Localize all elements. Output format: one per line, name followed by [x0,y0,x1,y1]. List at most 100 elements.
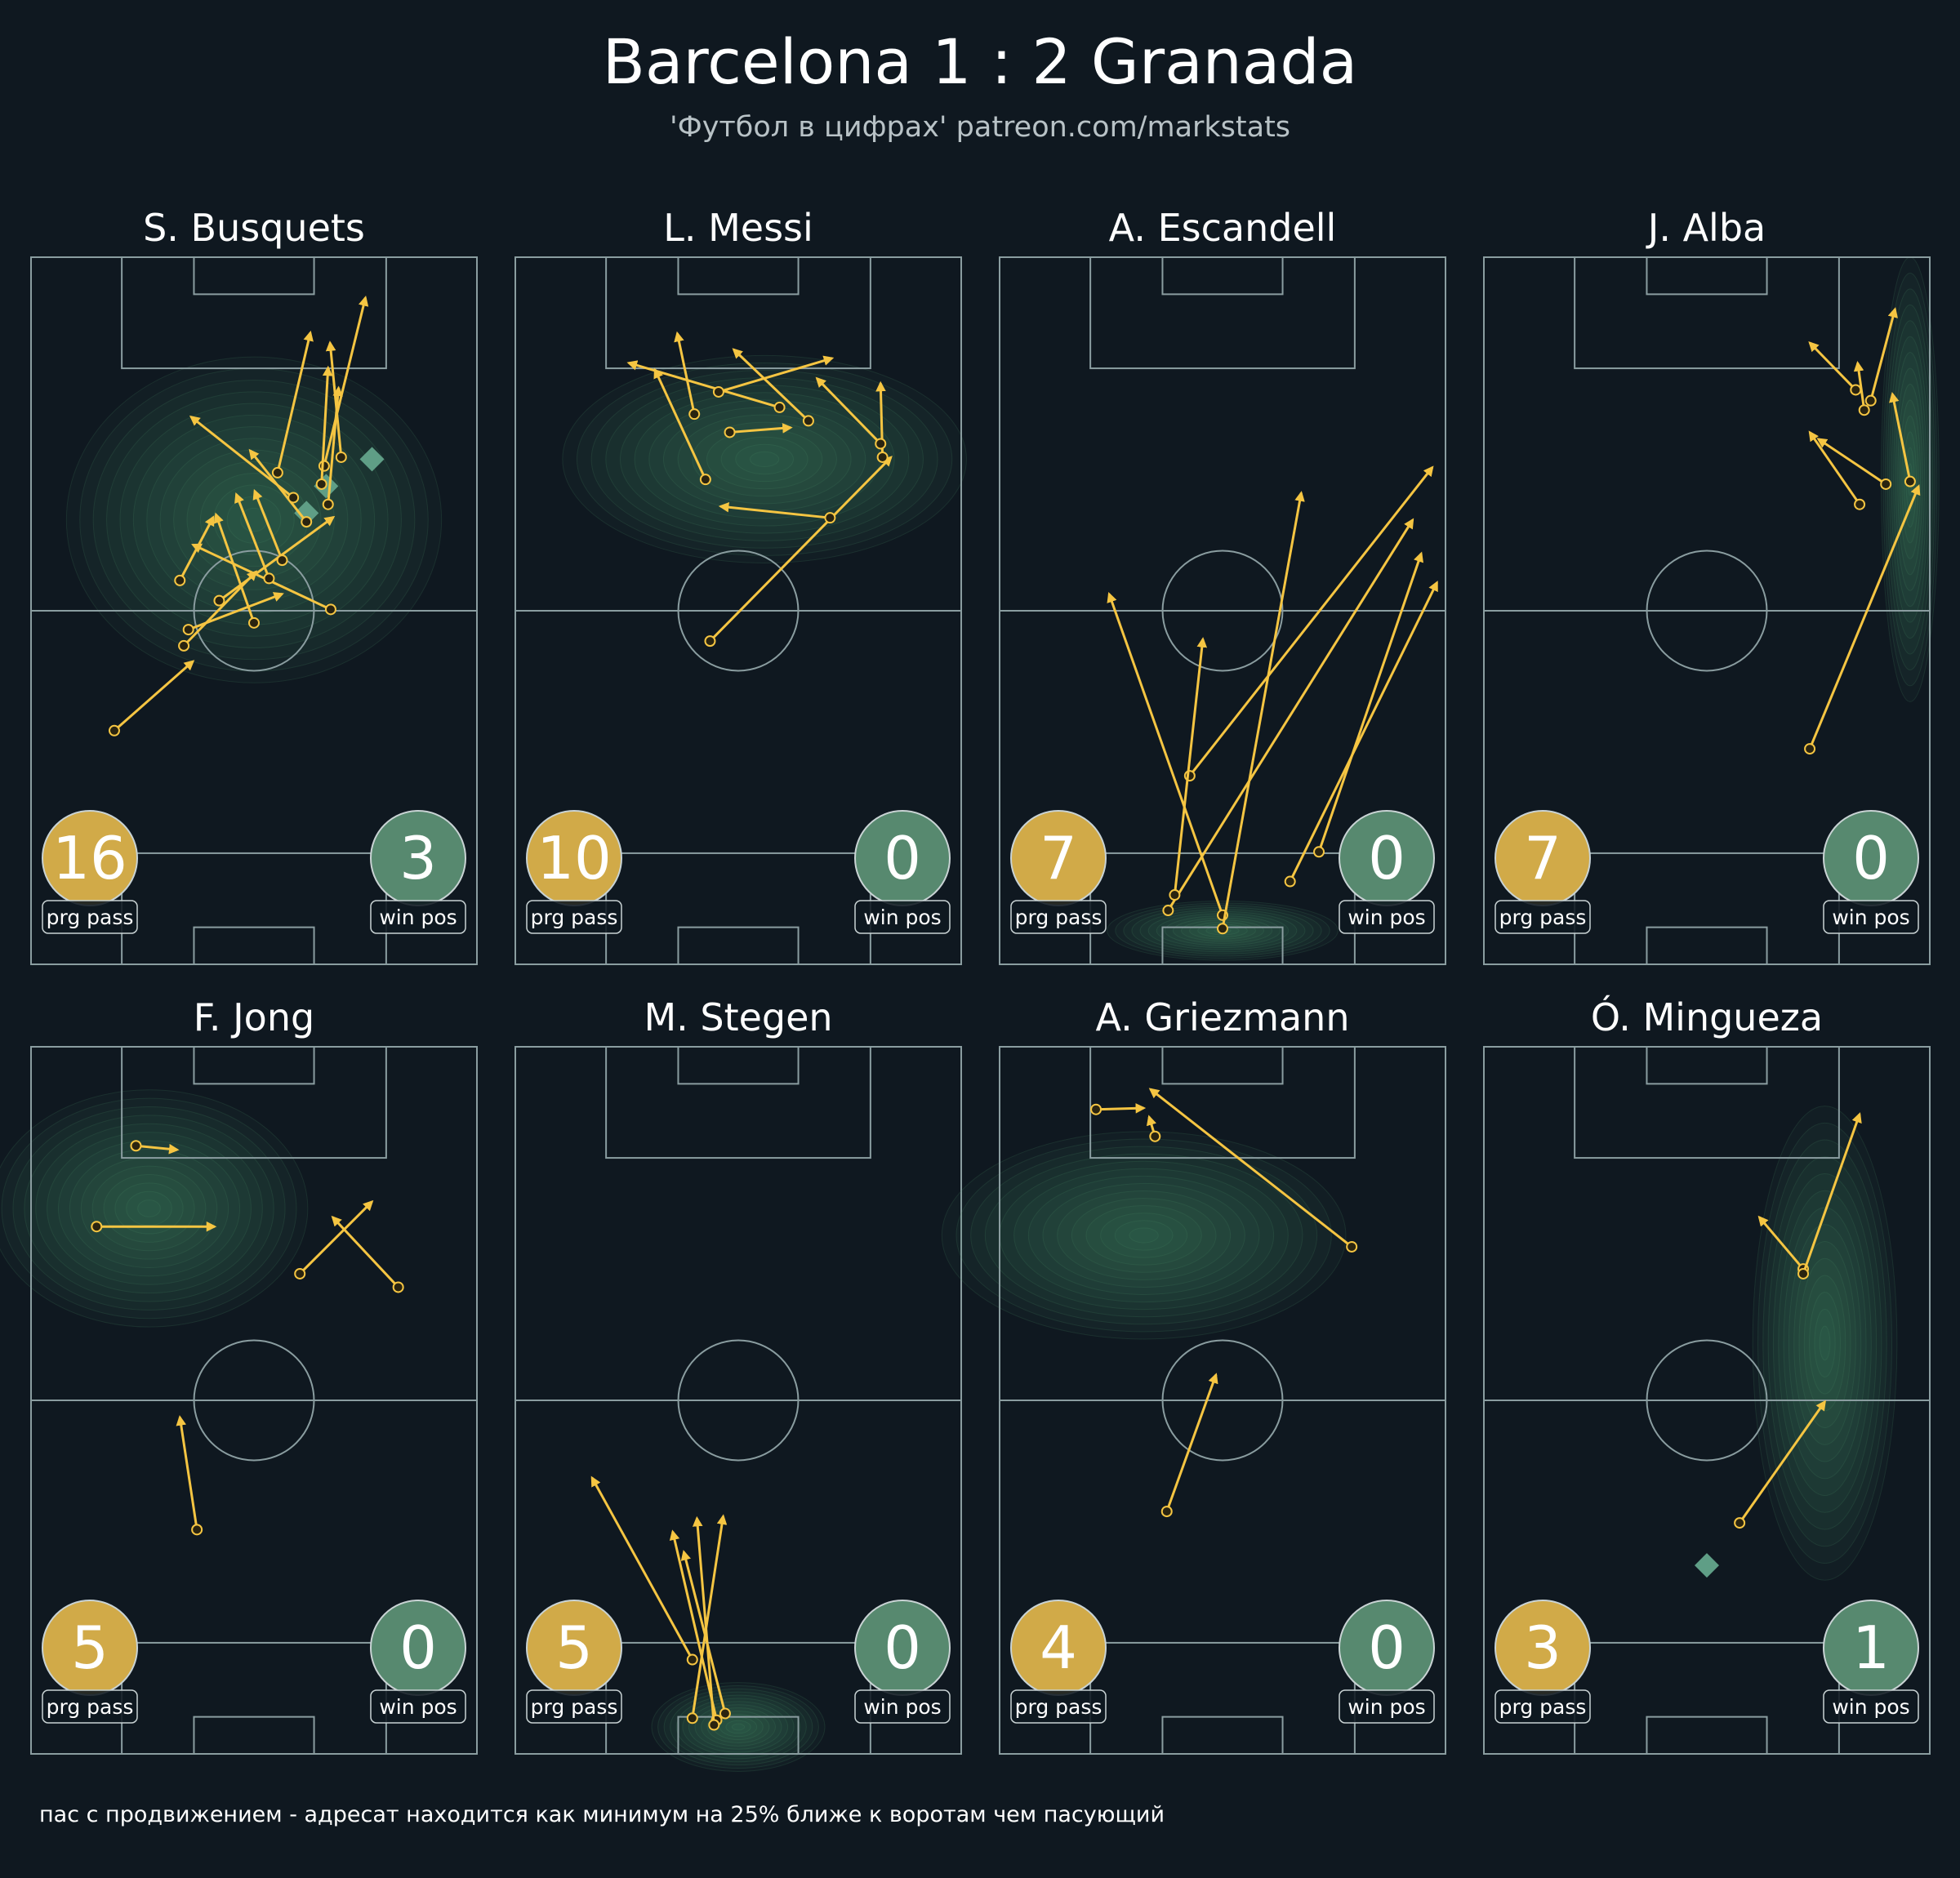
pass-origin [824,512,836,524]
goal-box-top [1646,1046,1768,1085]
pass-arrow [1165,1373,1218,1512]
pass-arrow [1802,1112,1862,1275]
heat-contour [1757,1122,1893,1564]
pass-origin [688,408,701,421]
win-pos-badge-value: 3 [399,824,437,892]
pass-origin [182,624,194,636]
prg-pass-badge-label-box [42,1689,138,1724]
win-pos-badge-label: win pos [379,906,457,929]
pass-arrow [1816,438,1887,486]
pass-origin [294,1267,306,1279]
pass-origin [191,1524,203,1536]
pass-arrow [1889,391,1912,482]
heat-contour [1814,1308,1836,1377]
prg-pass-badge-label-box [1494,1689,1591,1724]
pass-arrow [626,360,781,409]
pass-origin [875,438,887,450]
pass-origin [1880,478,1892,490]
heatmap [0,1089,309,1328]
pass-origin [699,474,711,486]
pass-origin [876,451,889,463]
player-panel: J. Alba 7 prg pass 0 win pos [1483,206,1940,966]
pass-arrow [732,348,809,422]
heat-contour [682,1698,795,1756]
prg-pass-badge-label: prg pass [1499,906,1587,929]
pass-arrow [718,355,835,394]
goal-box-bottom [1646,926,1768,965]
pass-origin [1804,743,1816,755]
win-position-marker [294,501,319,526]
pass-arrow [213,512,256,624]
pass-arrow [136,1143,180,1155]
prg-pass-badge-label: prg pass [1015,1695,1102,1719]
pass-arrow [1757,1215,1805,1271]
goal-box-bottom [1161,1716,1284,1756]
pass-arrow [1808,430,1861,505]
heat-contour [126,1190,172,1226]
prg-pass-badge-label: prg pass [1015,906,1102,929]
center-circle [677,550,800,672]
heat-contour [1071,1198,1217,1273]
pass-origin [704,635,716,648]
goal-box-top [677,256,800,296]
pass-arrow [252,488,283,561]
heat-contour [114,1182,184,1235]
prg-pass-badge-label-box [526,1689,622,1724]
pass-arrow [1738,1400,1826,1524]
pass-origin [1090,1103,1102,1115]
heat-contour [1013,1168,1275,1303]
pass-arrow [1188,465,1434,777]
pass-arrow [113,660,195,732]
pitch-lines [514,256,962,966]
heatmap [65,356,443,683]
penalty-box-bottom [1574,1641,1840,1756]
center-circle [1646,550,1768,672]
penalty-box-top [605,256,871,370]
pass-origin [773,401,786,413]
pass-origin [1169,889,1181,901]
penalty-box-bottom [121,1641,387,1756]
win-pos-badge-label-box [370,900,466,934]
prg-pass-badge-value: 5 [71,1613,109,1682]
win-pos-badge-label: win pos [1348,1695,1425,1719]
pass-origin [802,415,814,427]
heat-contour [984,1153,1303,1318]
pass-origin [1858,404,1870,416]
win-pos-badge-label: win pos [1832,1695,1909,1719]
heat-contour [619,385,910,534]
pass-arrow [1289,581,1438,883]
prg-pass-badge-value: 7 [1524,824,1561,892]
pass-origin [1850,384,1862,396]
player-name: Ó. Mingueza [1591,995,1823,1039]
pass-arrow [669,1529,718,1721]
win-pos-badge-label-box [854,1689,951,1724]
pass-arrow [1808,484,1921,750]
prg-pass-badge-value: 3 [1524,1613,1561,1682]
heat-contour [1100,1213,1188,1258]
win-pos-badge-label-box [854,900,951,934]
player-name: M. Stegen [644,995,832,1039]
prg-pass-badge-value: 5 [555,1613,593,1682]
heat-contour [1114,1220,1174,1251]
pass-origin [322,498,334,510]
heat-contour [1085,1205,1202,1266]
pass-origin [178,639,190,652]
heat-contour [956,1138,1332,1333]
win-position-marker [359,447,385,472]
pass-arrow [1869,307,1898,402]
pass-arrow [674,331,696,415]
heat-contour [1798,1257,1851,1429]
pass-origin [1149,1130,1161,1142]
player-panel: M. Stegen 5 prg pass 0 win pos [514,995,962,1772]
prg-pass-badge-value: 10 [537,824,612,892]
player-name: F. Jong [194,995,314,1039]
player-panel: F. Jong 5 prg pass 0 win pos [0,995,478,1756]
player-panel: A. Griezmann 4 prg pass 0 win pos [941,995,1446,1756]
goal-box-top [193,256,315,296]
penalty-box-bottom [605,852,871,966]
heatmap [941,1131,1347,1340]
goal-box-top [677,1046,800,1085]
pass-origin [392,1281,404,1293]
pass-arrow [1148,1088,1353,1248]
